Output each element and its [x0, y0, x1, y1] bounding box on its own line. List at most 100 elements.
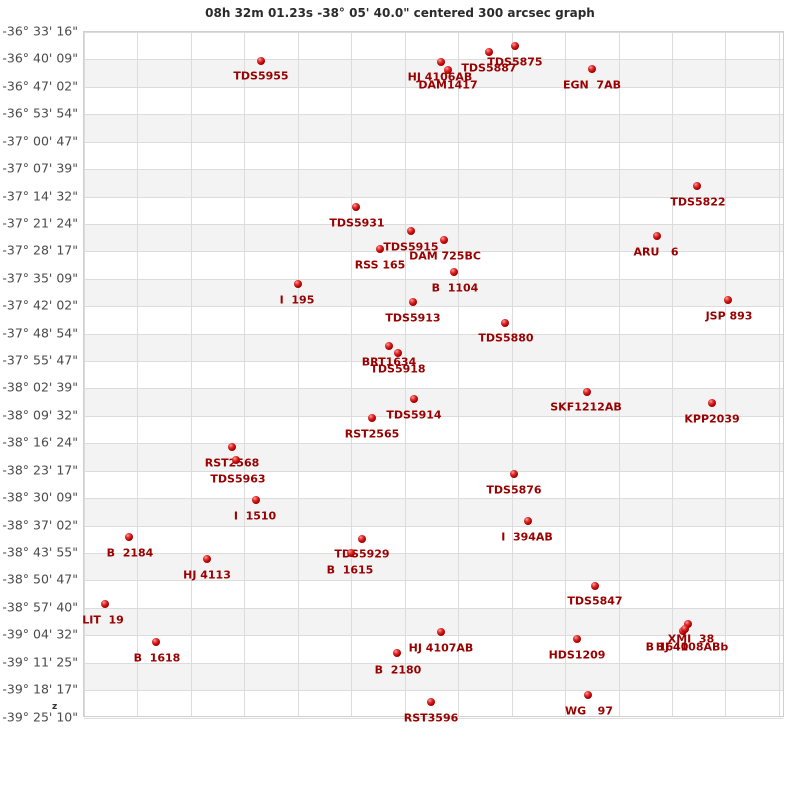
y-axis-tick-label: -39° 18' 17": [2, 681, 78, 697]
y-axis-tick-label: -38° 02' 39": [2, 379, 78, 395]
star-point: [376, 245, 384, 253]
h-gridline: [84, 223, 783, 225]
star-label: RST3596: [403, 711, 459, 725]
star-label: I 394AB: [501, 530, 553, 544]
star-label: I 195: [279, 293, 315, 307]
row-stripe: [84, 278, 783, 307]
row-stripe: [84, 223, 783, 252]
star-point: [524, 517, 532, 525]
h-gridline: [84, 278, 783, 280]
star-label: B 1640: [645, 640, 689, 654]
star-label: TDS5931: [329, 216, 385, 230]
star-label: LIT 19: [82, 613, 124, 627]
y-axis-tick-label: -38° 16' 24": [2, 434, 78, 450]
star-point: [724, 296, 732, 304]
h-gridline: [84, 86, 783, 88]
h-gridline: [84, 415, 783, 417]
y-axis-tick-label: -38° 43' 55": [2, 544, 78, 560]
star-label: TDS5963: [210, 472, 266, 486]
star-label: DAM1417: [418, 78, 478, 92]
star-label: TDS5880: [478, 331, 534, 345]
star-label: TDS5913: [385, 311, 441, 325]
star-label: RST2565: [344, 427, 400, 441]
star-point: [385, 342, 393, 350]
v-gridline: [618, 32, 620, 716]
h-gridline: [84, 498, 783, 500]
plot-area: [83, 31, 784, 719]
h-gridline: [84, 470, 783, 472]
y-axis-tick-label: -37° 00' 47": [2, 133, 78, 149]
star-label: B 1618: [133, 651, 181, 665]
star-point: [444, 66, 452, 74]
star-point: [152, 638, 160, 646]
star-point: [347, 549, 355, 557]
h-gridline: [84, 690, 783, 692]
v-gridline: [778, 32, 780, 716]
star-point: [511, 42, 519, 50]
star-point: [588, 65, 596, 73]
star-label: ARU 6: [633, 245, 679, 259]
v-gridline: [137, 32, 139, 716]
h-gridline: [84, 443, 783, 445]
star-point: [450, 268, 458, 276]
star-label: TDS5915: [383, 240, 439, 254]
y-axis-tick-label: -36° 47' 02": [2, 78, 78, 94]
h-gridline: [84, 552, 783, 554]
h-gridline: [84, 32, 783, 33]
h-gridline: [84, 580, 783, 582]
chart-title: 08h 32m 01.23s -38° 05' 40.0" centered 3…: [205, 6, 595, 20]
star-point: [232, 456, 240, 464]
row-stripe: [84, 552, 783, 581]
row-stripe: [84, 333, 783, 362]
y-axis-tick-label: -36° 33' 16": [2, 23, 78, 39]
row-stripe: [84, 443, 783, 471]
star-label: B 1615: [326, 563, 374, 577]
star-point: [708, 399, 716, 407]
star-point: [437, 58, 445, 66]
y-axis-tick-label: -39° 04' 32": [2, 626, 78, 642]
y-axis-tick-label: -37° 07' 39": [2, 160, 78, 176]
star-point: [437, 628, 445, 636]
star-label: HJ 4113: [183, 568, 231, 582]
star-point: [257, 57, 265, 65]
y-axis-tick-label: -36° 40' 09": [2, 50, 78, 66]
star-label: KPP2039: [684, 412, 740, 426]
h-gridline: [84, 333, 783, 335]
star-label: WG 97: [565, 704, 613, 718]
h-gridline: [84, 361, 783, 363]
star-point: [394, 349, 402, 357]
star-label: B 2184: [106, 546, 154, 560]
row-stripe: [84, 662, 783, 691]
y-axis-tick-label: -37° 14' 32": [2, 188, 78, 204]
y-axis-tick-label: -39° 25' 10": [2, 709, 78, 724]
v-gridline: [404, 32, 406, 716]
v-gridline: [190, 32, 192, 716]
star-label: I 1510: [233, 509, 277, 523]
star-point: [409, 298, 417, 306]
star-point: [228, 443, 236, 451]
star-point: [294, 280, 302, 288]
star-label: TDS5929: [334, 547, 390, 561]
star-point: [352, 203, 360, 211]
v-gridline: [565, 32, 567, 716]
y-axis-tick-label: -38° 30' 09": [2, 489, 78, 505]
y-axis-tick-label: -38° 23' 17": [2, 462, 78, 478]
h-gridline: [84, 607, 783, 609]
h-gridline: [84, 635, 783, 637]
v-gridline: [725, 32, 727, 716]
star-label: HDS1209: [548, 648, 606, 662]
star-point: [101, 600, 109, 608]
star-point: [358, 535, 366, 543]
h-gridline: [84, 59, 783, 61]
h-gridline: [84, 662, 783, 664]
star-point: [501, 319, 509, 327]
star-point: [203, 555, 211, 563]
star-point: [684, 620, 692, 628]
h-gridline: [84, 114, 783, 116]
v-gridline: [351, 32, 353, 716]
v-gridline: [458, 32, 460, 716]
y-axis-tick-label: -38° 50' 47": [2, 571, 78, 587]
star-label: EGN 7AB: [563, 78, 621, 92]
star-label: HJ 4107AB: [408, 641, 474, 655]
